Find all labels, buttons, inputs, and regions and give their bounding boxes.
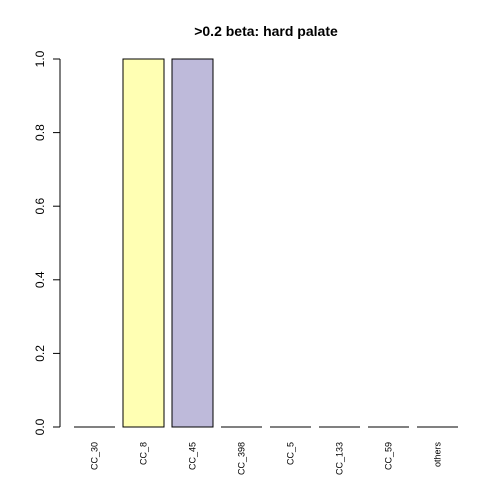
bars-group [74,58,458,428]
y-tick-label: 0.8 [33,124,47,141]
y-tick-label: 0.6 [33,198,47,215]
y-tick-label: 0.0 [33,418,47,435]
y-tick-label: 0.2 [33,345,47,362]
x-axis-labels: CC_30 CC_8 CC_45 CC_398 CC_5 CC_133 CC_59 other… [90,442,443,476]
chart-title: >0.2 beta: hard palate [194,23,338,39]
x-category-label: CC_8 [139,442,149,465]
y-axis: 0.0 0.2 0.4 0.6 0.8 1.0 [33,50,61,435]
x-category-label: CC_59 [384,442,394,470]
bar-cc-8 [122,58,165,428]
bar-cc-45 [171,58,214,428]
y-tick-label: 1.0 [33,50,47,67]
x-category-label: CC_30 [90,442,100,470]
x-category-label: CC_5 [286,442,296,465]
x-category-label: CC_398 [237,442,247,475]
x-category-label: CC_133 [335,442,345,475]
y-tick-label: 0.4 [33,271,47,288]
x-category-label: CC_45 [188,442,198,470]
x-category-label: others [433,442,443,468]
